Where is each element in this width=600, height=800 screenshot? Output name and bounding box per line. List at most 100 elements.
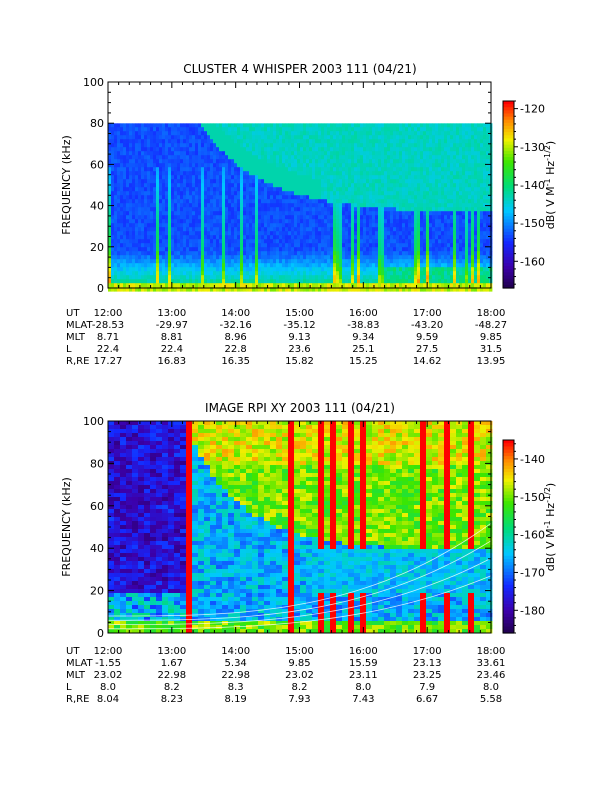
ephemeris-value: 23.25	[413, 670, 442, 681]
ephemeris-value: 25.1	[352, 344, 374, 355]
colorbar-label: dB( V M-1 Hz-1/2)	[543, 141, 557, 229]
panel-title: CLUSTER 4 WHISPER 2003 111 (04/21)	[183, 62, 416, 76]
colorbar-swatch	[503, 122, 514, 127]
colorbar-tick-label: -160	[520, 255, 545, 268]
ephemeris-table: UT 12:00 13:00 14:00 15:00 16:00 17:00 18:00 MLA…	[66, 646, 505, 705]
ephemeris-value: 7.93	[288, 694, 310, 705]
ephemeris-value: -38.83	[347, 320, 379, 331]
ephemeris-value: 5.58	[480, 694, 502, 705]
ephemeris-value: 18:00	[477, 308, 506, 319]
ephemeris-value: 15.59	[349, 658, 378, 669]
colorbar-swatch	[503, 284, 514, 289]
colorbar-swatch	[503, 281, 514, 286]
panel-image-rpi: IMAGE RPI XY 2003 111 (04/21) 0 20 40 60 80 1…	[60, 401, 557, 705]
colorbar-tick-label: -170	[520, 566, 545, 579]
colorbar-swatch	[503, 138, 514, 143]
colorbar-swatch	[503, 446, 514, 451]
colorbar-swatch	[503, 610, 514, 615]
colorbar-swatch	[503, 185, 514, 189]
colorbar-swatch	[503, 459, 514, 464]
y-tick-label: 40	[90, 200, 104, 213]
colorbar-swatch	[503, 213, 514, 217]
colorbar-swatch	[503, 259, 514, 264]
ephemeris-row-label: L	[66, 682, 72, 693]
ephemeris-value: 22.4	[161, 344, 183, 355]
y-tick-label: 40	[90, 542, 104, 555]
colorbar-swatch	[503, 269, 514, 274]
colorbar-swatch	[503, 188, 514, 192]
colorbar-swatch	[503, 182, 514, 186]
colorbar-swatch	[503, 157, 514, 161]
colorbar-swatch	[503, 613, 514, 618]
colorbar-swatch	[503, 110, 514, 115]
colorbar-swatch	[503, 191, 514, 196]
colorbar-swatch	[503, 616, 514, 621]
colorbar-swatch	[503, 222, 514, 227]
colorbar-swatch	[503, 478, 514, 483]
colorbar-tick-label: -150	[520, 217, 545, 230]
colorbar-swatch	[503, 116, 514, 121]
spectrogram	[108, 421, 493, 634]
colorbar-swatch	[503, 462, 514, 467]
colorbar-swatch	[503, 497, 514, 502]
colorbar-swatch	[503, 607, 514, 612]
ephemeris-row-label: UT	[66, 308, 80, 319]
ephemeris-value: 15.25	[349, 356, 378, 367]
ephemeris-value: 23.11	[349, 670, 378, 681]
ephemeris-value: 1.67	[161, 658, 183, 669]
colorbar-swatch	[503, 485, 514, 489]
colorbar-swatch	[503, 520, 514, 525]
ephemeris-value: 9.34	[352, 332, 374, 343]
ephemeris-value: 16.83	[158, 356, 187, 367]
ephemeris-value: 8.81	[161, 332, 183, 343]
ephemeris-value: 27.5	[416, 344, 438, 355]
colorbar-swatch	[503, 147, 514, 152]
ephemeris-value: 31.5	[480, 344, 502, 355]
ephemeris-value: 5.34	[225, 658, 247, 669]
ephemeris-row-label: MLAT	[66, 658, 93, 669]
colorbar-swatch	[503, 169, 514, 174]
ephemeris-table: UT 12:00 13:00 14:00 15:00 16:00 17:00 18:00 MLA…	[66, 308, 507, 367]
ephemeris-value: 15:00	[285, 646, 314, 657]
colorbar-swatch	[503, 203, 514, 208]
colorbar-swatch	[503, 135, 514, 139]
ephemeris-value: 8.2	[292, 682, 308, 693]
colorbar-swatch	[503, 581, 514, 586]
colorbar-swatch	[503, 119, 514, 124]
ephemeris-value: 22.98	[158, 670, 187, 681]
ephemeris-value: 13:00	[157, 646, 186, 657]
colorbar-swatch	[503, 219, 514, 224]
colorbar-swatch	[503, 247, 514, 252]
colorbar-swatch	[503, 175, 514, 180]
colorbar-swatch	[503, 513, 514, 518]
colorbar-swatch	[503, 591, 514, 595]
y-tick-label: 60	[90, 158, 104, 171]
colorbar-swatch	[503, 107, 514, 111]
colorbar-swatch	[503, 507, 514, 512]
ephemeris-value: 8.0	[355, 682, 371, 693]
colorbar-swatch	[503, 494, 514, 499]
ephemeris-value: 15:00	[285, 308, 314, 319]
colorbar-swatch	[503, 559, 514, 563]
ephemeris-value: 12:00	[94, 308, 123, 319]
ephemeris-row-label: R,RE	[66, 356, 89, 367]
colorbar-swatch	[503, 488, 514, 493]
colorbar-tick-label: -150	[520, 491, 545, 504]
y-tick-label: 0	[97, 627, 104, 640]
colorbar-swatch	[503, 250, 514, 255]
colorbar-swatch	[503, 235, 514, 239]
colorbar-swatch	[503, 472, 514, 476]
ephemeris-value: 8.71	[97, 332, 119, 343]
colorbar-tick-label: -160	[520, 529, 545, 542]
colorbar-swatch	[503, 475, 514, 480]
colorbar-swatch	[503, 266, 514, 270]
colorbar-tick-label: -180	[520, 604, 545, 617]
y-axis-label: FREQUENCY (kHz)	[60, 135, 73, 235]
colorbar-swatch	[503, 565, 514, 570]
ephemeris-value: 23.46	[477, 670, 506, 681]
colorbar-swatch	[503, 278, 514, 283]
colorbar-swatch	[503, 113, 514, 118]
ephemeris-value: 22.8	[225, 344, 247, 355]
ephemeris-value: 7.43	[352, 694, 374, 705]
ephemeris-value: 8.04	[97, 694, 119, 705]
